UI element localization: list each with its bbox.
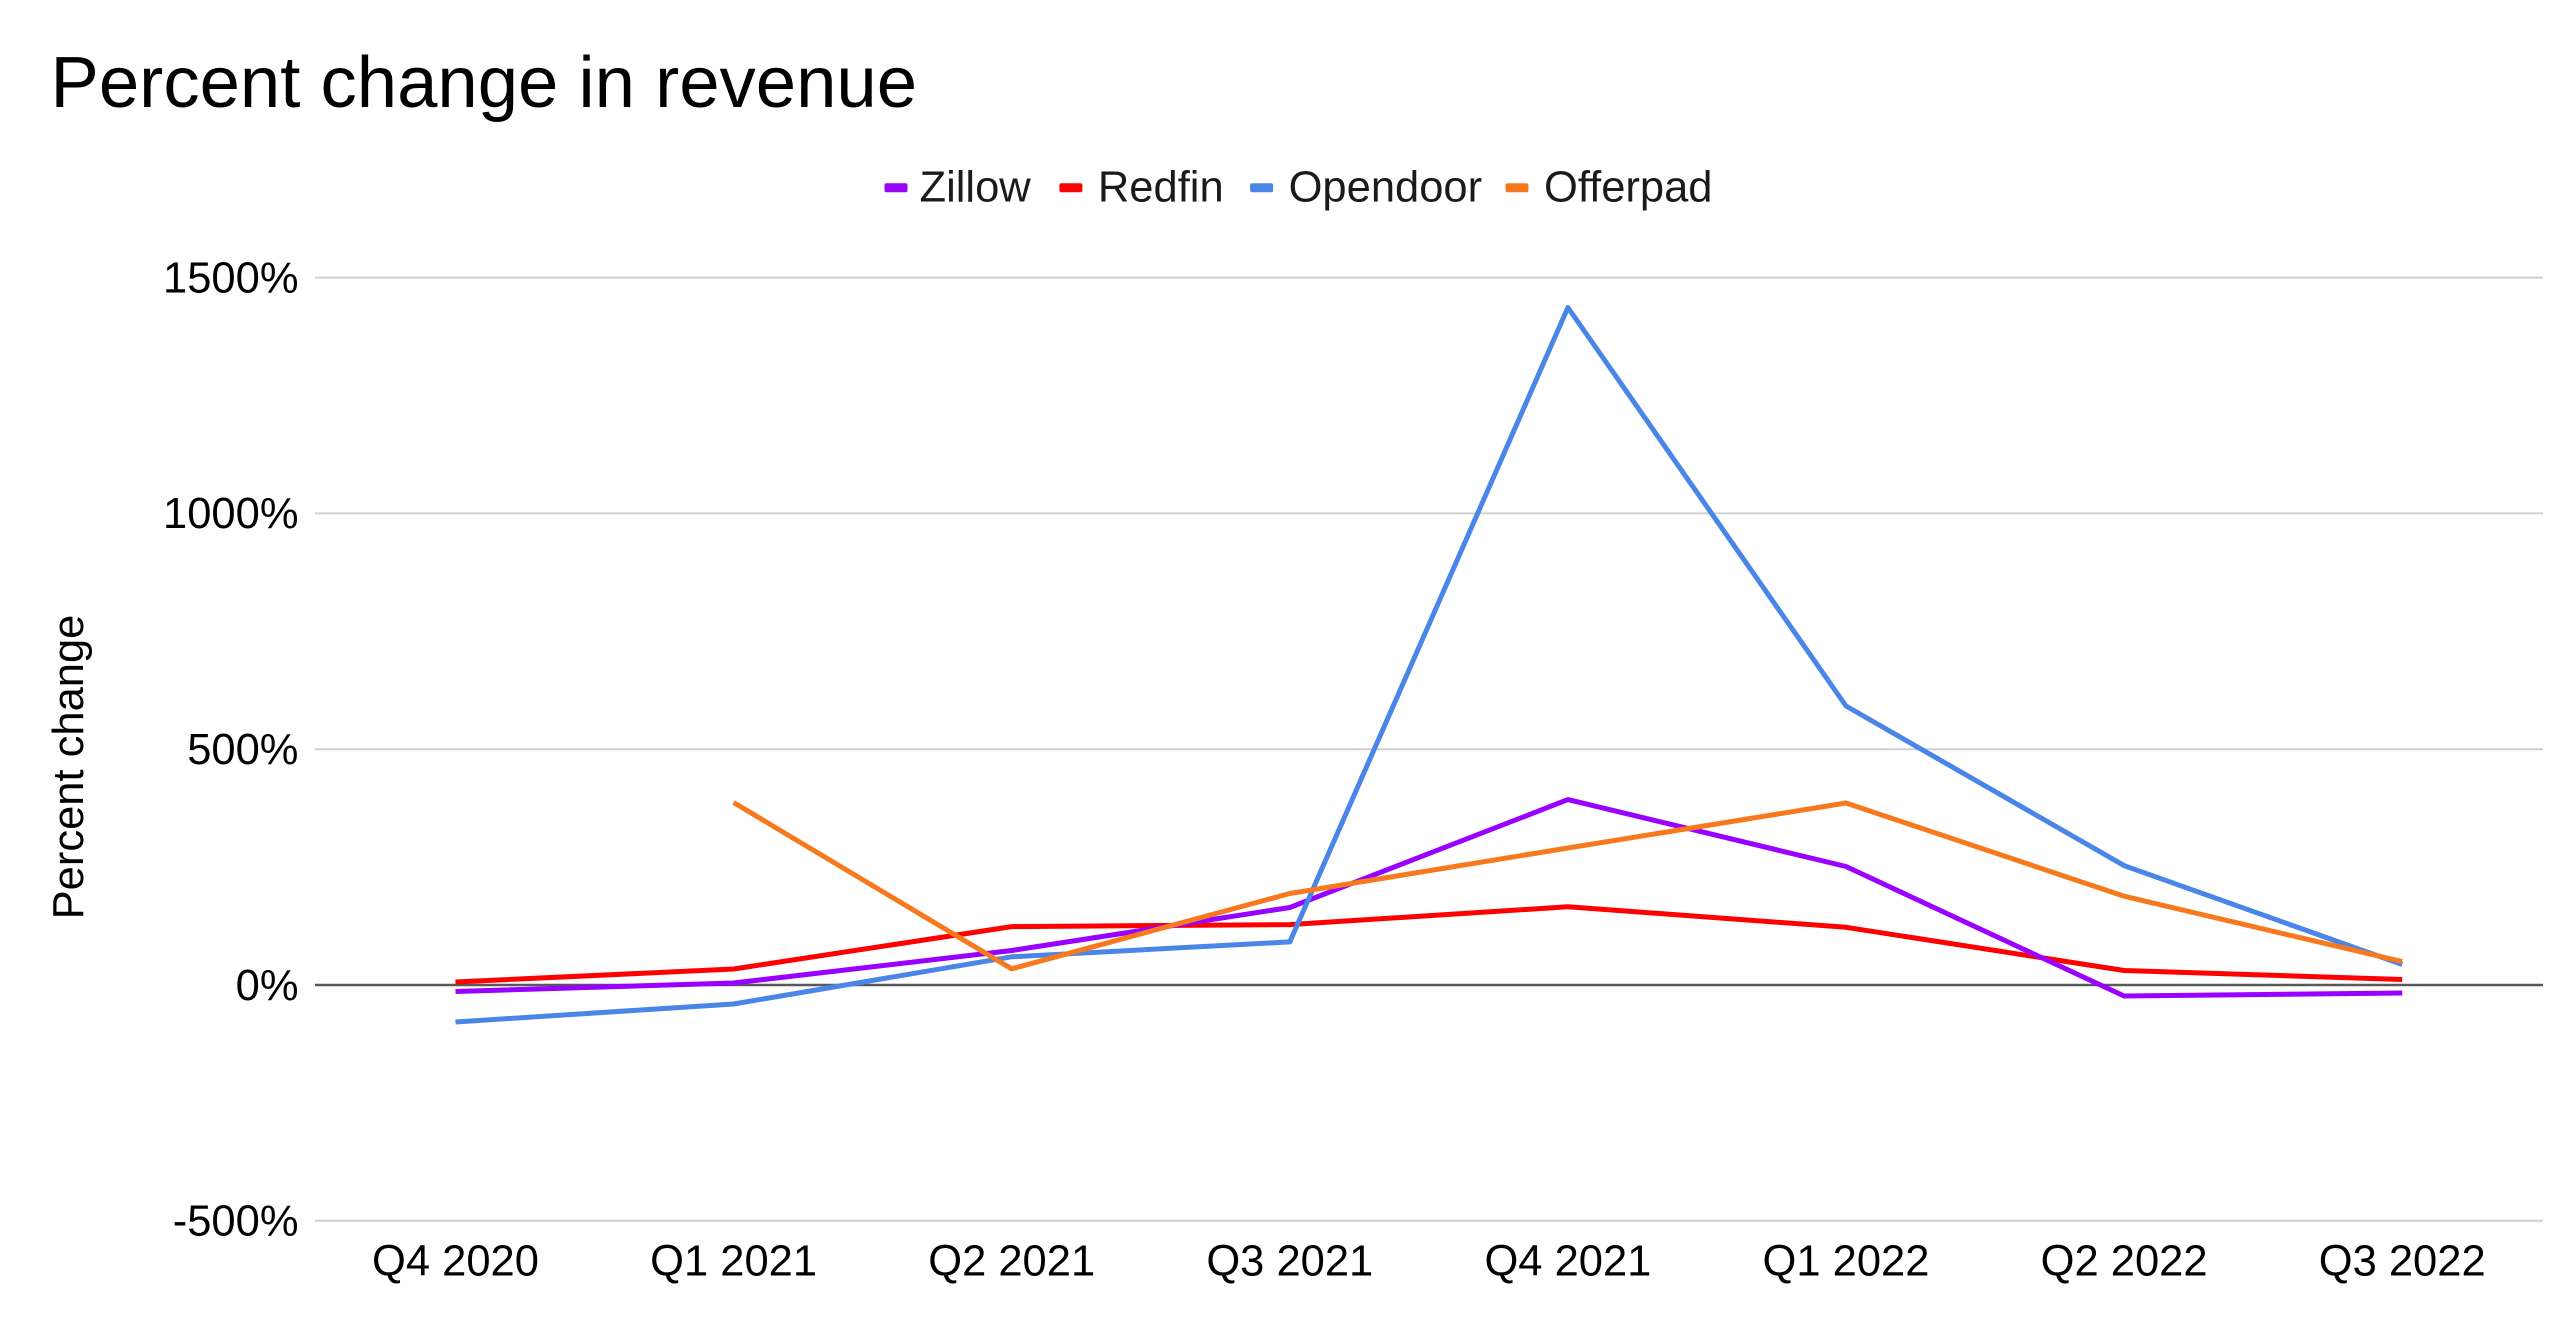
svg-text:Redfin: Redfin xyxy=(1098,164,1224,212)
svg-text:Percent change in revenue: Percent change in revenue xyxy=(51,42,918,123)
svg-text:Percent change: Percent change xyxy=(45,615,93,920)
svg-text:-500%: -500% xyxy=(173,1198,299,1246)
svg-text:1000%: 1000% xyxy=(163,490,298,538)
svg-text:Zillow: Zillow xyxy=(920,164,1032,212)
svg-text:Q4 2021: Q4 2021 xyxy=(1484,1237,1651,1285)
svg-text:Opendoor: Opendoor xyxy=(1289,164,1482,212)
svg-text:500%: 500% xyxy=(187,726,298,774)
svg-text:1500%: 1500% xyxy=(163,254,298,302)
svg-text:Q3 2022: Q3 2022 xyxy=(2319,1237,2486,1285)
svg-text:0%: 0% xyxy=(236,962,299,1010)
svg-text:Q1 2022: Q1 2022 xyxy=(1763,1237,1930,1285)
svg-text:Q4 2020: Q4 2020 xyxy=(372,1237,539,1285)
svg-text:Q2 2022: Q2 2022 xyxy=(2041,1237,2208,1285)
svg-text:Q1 2021: Q1 2021 xyxy=(650,1237,817,1285)
svg-text:Q3 2021: Q3 2021 xyxy=(1206,1237,1373,1285)
svg-text:Q2 2021: Q2 2021 xyxy=(928,1237,1095,1285)
svg-text:Offerpad: Offerpad xyxy=(1544,164,1712,212)
